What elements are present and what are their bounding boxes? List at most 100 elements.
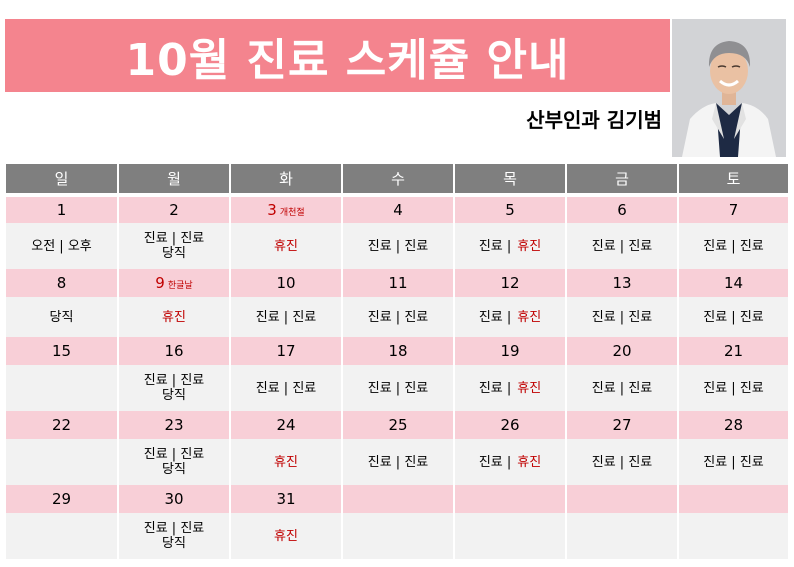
- clinic-status: 오전 | 오후: [31, 238, 92, 254]
- closed-status: 휴진: [274, 528, 298, 544]
- date-cell: [566, 485, 679, 513]
- date-cell: [678, 485, 788, 513]
- date-cell: 3 개천절: [230, 195, 343, 223]
- date-row: 8 9 한글날 10 11 12 13 14: [6, 269, 788, 297]
- schedule-cell: 진료 | 진료: [342, 439, 455, 485]
- clinic-status: 진료 | 진료: [591, 238, 653, 254]
- date-cell: 11: [342, 269, 455, 297]
- date-number: 20: [612, 342, 632, 360]
- date-cell: 29: [6, 485, 119, 513]
- clinic-status: 진료 | 진료: [591, 380, 653, 396]
- date-cell: 27: [566, 411, 679, 439]
- date-number: 13: [612, 274, 632, 292]
- weekday-header: 일: [6, 164, 119, 197]
- date-number: 16: [164, 342, 184, 360]
- schedule-cell: 진료 | 진료: [230, 365, 343, 411]
- clinic-status: 진료 | 진료: [703, 380, 764, 396]
- clinic-status: 진료 | 진료: [143, 373, 205, 388]
- weekday-header: 금: [566, 164, 679, 197]
- schedule-cell: 진료 | 진료 당직: [118, 365, 231, 411]
- clinic-status: 진료 |: [478, 454, 512, 470]
- closed-status: 휴진: [274, 454, 298, 470]
- closed-status: 휴진: [517, 309, 542, 325]
- date-cell: 16: [118, 337, 231, 365]
- date-cell: 5: [454, 195, 567, 223]
- date-cell: 2: [118, 195, 231, 223]
- schedule-cell: 진료 | 진료: [566, 439, 679, 485]
- date-number: 9: [155, 274, 165, 292]
- weekday-header: 월: [118, 164, 231, 197]
- date-number: 26: [500, 416, 520, 434]
- date-row: 22 23 24 25 26 27 28: [6, 411, 788, 439]
- date-number: 7: [728, 201, 739, 219]
- date-cell: [454, 485, 567, 513]
- schedule-cell: 진료 | 휴진: [454, 223, 567, 269]
- date-number: 3: [267, 201, 277, 219]
- clinic-status: 진료 |: [478, 380, 512, 396]
- doctor-name: 산부인과 김기범: [526, 108, 662, 132]
- schedule-cell: 진료 | 진료 당직: [118, 513, 231, 559]
- schedule-cell: 당직: [6, 297, 119, 337]
- schedule-cell: 휴진: [230, 513, 343, 559]
- clinic-status: 진료 |: [478, 238, 512, 254]
- duty-status: 당직: [162, 246, 186, 261]
- schedule-body: 1 2 3 개천절 4 5 6 7 오전 | 오후 진료 | 진료 당직 휴진 진료 | 진료 진료 | 휴…: [6, 195, 788, 559]
- page-title: 10월 진료 스케쥴 안내: [125, 34, 570, 86]
- date-cell: [342, 485, 455, 513]
- schedule-cell: 진료 | 휴진: [454, 365, 567, 411]
- date-cell: 20: [566, 337, 679, 365]
- title-banner: 10월 진료 스케쥴 안내: [5, 19, 670, 92]
- date-cell: 6: [566, 195, 679, 223]
- date-number: 5: [505, 201, 515, 219]
- schedule-cell: 휴진: [118, 297, 231, 337]
- date-cell: 18: [342, 337, 455, 365]
- date-cell: 17: [230, 337, 343, 365]
- date-cell: 7: [678, 195, 788, 223]
- duty-status: 당직: [162, 462, 186, 477]
- holiday-name: 개천절: [279, 208, 305, 218]
- schedule-cell: 진료 | 진료: [678, 297, 788, 337]
- date-cell: 1: [6, 195, 119, 223]
- schedule-cell: 오전 | 오후: [6, 223, 119, 269]
- date-cell: 23: [118, 411, 231, 439]
- date-row: 1 2 3 개천절 4 5 6 7: [6, 195, 788, 223]
- duty-status: 당직: [162, 536, 186, 551]
- date-number: 8: [56, 274, 67, 292]
- schedule-cell: 진료 | 진료: [678, 223, 788, 269]
- date-number: 31: [276, 490, 296, 508]
- date-number: 27: [612, 416, 632, 434]
- schedule-cell: [342, 513, 455, 559]
- schedule-cell: 진료 | 진료: [566, 223, 679, 269]
- date-number: 11: [388, 274, 408, 292]
- closed-status: 휴진: [517, 380, 542, 396]
- clinic-status: 진료 | 진료: [255, 380, 317, 396]
- date-cell: 10: [230, 269, 343, 297]
- date-cell: 22: [6, 411, 119, 439]
- date-number: 24: [276, 416, 296, 434]
- schedule-row: 오전 | 오후 진료 | 진료 당직 휴진 진료 | 진료 진료 | 휴진 진료 | 진료 진료…: [6, 223, 788, 269]
- date-cell: 31: [230, 485, 343, 513]
- schedule-cell: 진료 | 진료 당직: [118, 439, 231, 485]
- date-number: 23: [164, 416, 184, 434]
- clinic-status: 진료 | 진료: [367, 380, 429, 396]
- date-cell: 8: [6, 269, 119, 297]
- clinic-status: 진료 | 진료: [703, 238, 764, 254]
- date-number: 28: [723, 416, 744, 434]
- date-number: 12: [500, 274, 520, 292]
- date-cell: 30: [118, 485, 231, 513]
- weekday-header: 수: [342, 164, 455, 197]
- schedule-row: 진료 | 진료 당직 진료 | 진료 진료 | 진료 진료 | 휴진 진료 | 진료 진료 |…: [6, 365, 788, 411]
- schedule-cell: 휴진: [230, 439, 343, 485]
- date-cell: 28: [678, 411, 788, 439]
- schedule-cell: 휴진: [230, 223, 343, 269]
- date-number: 21: [723, 342, 744, 360]
- closed-status: 휴진: [274, 238, 298, 254]
- date-number: 6: [617, 201, 627, 219]
- schedule-cell: [6, 439, 119, 485]
- date-number: 1: [56, 201, 67, 219]
- date-number: 10: [276, 274, 296, 292]
- schedule-cell: 진료 | 진료: [678, 439, 788, 485]
- clinic-status: 진료 | 진료: [591, 309, 653, 325]
- doctor-portrait-image: [672, 19, 786, 157]
